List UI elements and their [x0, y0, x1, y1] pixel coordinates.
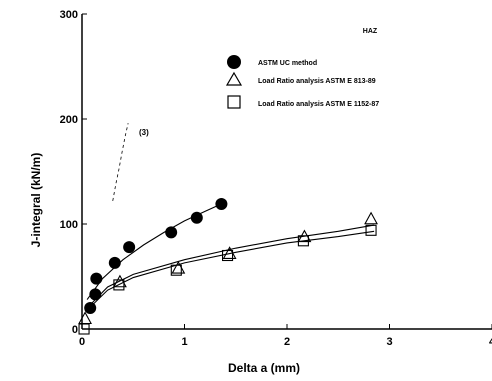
legend-label-astm-uc: ASTM UC method [258, 60, 317, 67]
x-tick-label: 0 [79, 336, 85, 348]
point-e1152 [365, 224, 377, 236]
y-tick-label: 200 [60, 114, 78, 126]
point-astm-uc [84, 302, 97, 314]
legend-marker-e1152 [227, 95, 241, 109]
point-e1152 [78, 323, 90, 335]
x-axis-ticks: 0 1 2 3 4 [79, 324, 492, 348]
chart-title: HAZ [363, 28, 378, 35]
fit-curve-e1152 [86, 230, 375, 311]
reference-line [112, 123, 129, 201]
point-e1152 [113, 279, 125, 291]
point-astm-uc [190, 211, 203, 224]
x-tick-label: 1 [181, 336, 187, 348]
x-tick-label: 2 [284, 336, 290, 348]
point-astm-uc [89, 288, 102, 301]
point-astm-uc [90, 272, 103, 285]
point-e813 [364, 211, 378, 225]
data-markers [78, 198, 378, 335]
point-e1152 [222, 249, 234, 262]
point-e813 [78, 311, 93, 325]
fit-curves [86, 202, 375, 311]
fit-curve-astm-uc [86, 202, 224, 300]
annotation-3: (3) [139, 128, 149, 137]
fit-curve-e813 [86, 224, 375, 309]
x-tick-label: 3 [386, 336, 392, 348]
y-axis-title: J-integral (kN/m) [29, 153, 43, 248]
legend-label-e1152: Load Ratio analysis ASTM E 1152-87 [258, 101, 379, 108]
legend: ASTM UC method Load Ratio analysis ASTM … [225, 55, 379, 109]
point-astm-uc [215, 198, 228, 211]
y-axis-ticks: 0 100 200 300 [60, 9, 87, 336]
point-astm-uc [108, 256, 121, 269]
legend-label-e813: Load Ratio analysis ASTM E 813-89 [258, 78, 376, 85]
legend-marker-e813 [225, 71, 243, 86]
x-axis-title: Delta a (mm) [228, 361, 300, 375]
point-e1152 [297, 235, 309, 247]
point-astm-uc [123, 241, 136, 254]
y-tick-label: 0 [72, 324, 78, 336]
reference-line-path [112, 123, 129, 201]
point-astm-uc [165, 226, 178, 239]
y-tick-label: 100 [60, 219, 78, 231]
point-e813 [112, 274, 127, 288]
point-e1152 [170, 264, 182, 276]
x-tick-label: 4 [489, 336, 492, 348]
legend-marker-astm-uc [227, 55, 241, 69]
y-tick-label: 300 [60, 9, 78, 21]
